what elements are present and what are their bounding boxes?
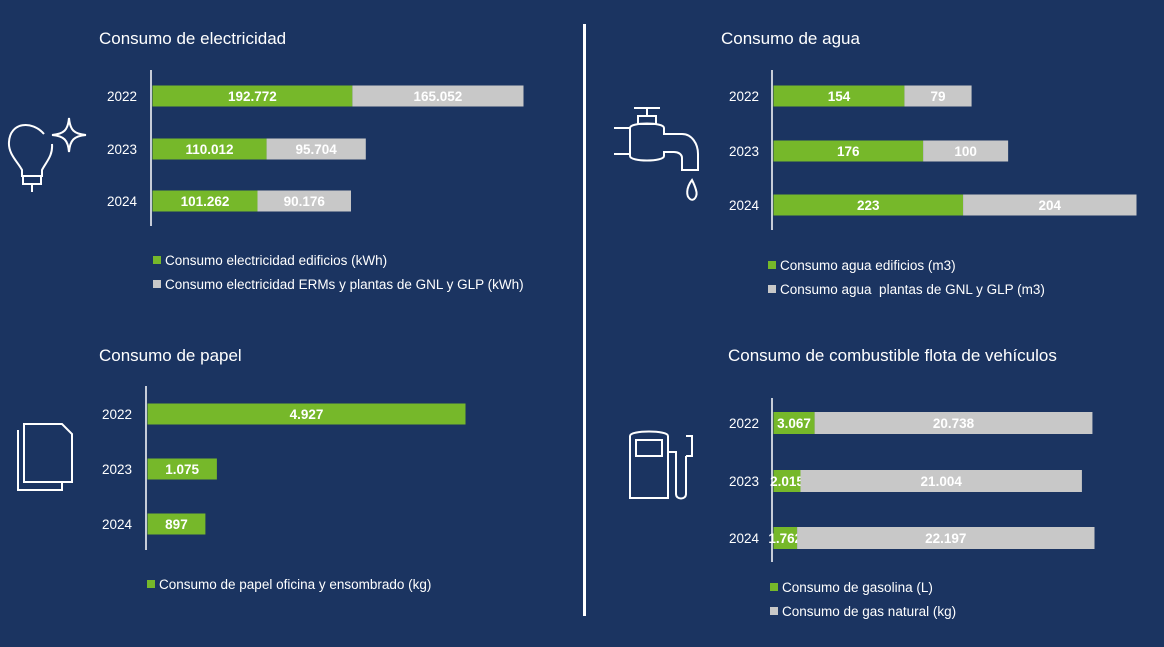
bar-segment — [814, 412, 1093, 434]
legend-label: Consumo agua edificios (m3) — [780, 257, 956, 273]
legend-swatch-gray — [768, 285, 776, 293]
data-label: 20.738 — [933, 416, 975, 431]
data-label: 204 — [1039, 198, 1062, 213]
fuel-legend: Consumo de gasolina (L) Consumo de gas n… — [770, 575, 956, 623]
bar-segment — [152, 138, 267, 160]
bar-segment — [266, 138, 366, 160]
data-label: 22.197 — [925, 531, 966, 546]
chart-title-water: Consumo de agua — [721, 29, 860, 48]
chart-title-paper: Consumo de papel — [99, 346, 242, 365]
category-label: 2024 — [729, 198, 760, 213]
category-label: 2023 — [107, 142, 137, 157]
panel-divider — [583, 24, 586, 616]
bar-segment — [152, 85, 353, 107]
data-label: 2.015 — [770, 474, 804, 489]
legend-swatch-green — [147, 580, 155, 588]
data-label: 192.772 — [228, 89, 277, 104]
bar-segment — [923, 140, 1009, 162]
data-label: 3.067 — [777, 416, 811, 431]
data-label: 100 — [954, 144, 977, 159]
paper-legend: Consumo de papel oficina y ensombrado (k… — [147, 572, 431, 596]
legend-item: Consumo de gas natural (kg) — [770, 599, 956, 623]
bar-segment — [963, 194, 1137, 216]
legend-label: Consumo de gas natural (kg) — [782, 603, 957, 619]
category-label: 2023 — [729, 144, 759, 159]
bar-segment — [773, 140, 924, 162]
bar-segment — [257, 190, 351, 212]
category-label: 2024 — [102, 517, 133, 532]
data-label: 1.075 — [165, 462, 199, 477]
bar-segment — [773, 412, 815, 434]
data-label: 79 — [930, 89, 945, 104]
legend-item: Consumo agua plantas de GNL y GLP (m3) — [768, 277, 1045, 301]
fuel-pump-icon — [629, 430, 693, 500]
category-label: 2022 — [102, 407, 132, 422]
legend-swatch-green — [770, 583, 778, 591]
legend-label: Consumo de gasolina (L) — [782, 579, 933, 595]
legend-label: Consumo electricidad edificios (kWh) — [165, 252, 388, 268]
data-label: 223 — [857, 198, 880, 213]
legend-swatch-gray — [770, 607, 778, 615]
legend-label: Consumo agua plantas de GNL y GLP (m3) — [780, 281, 1045, 297]
category-label: 2024 — [107, 194, 138, 209]
legend-item: Consumo de gasolina (L) — [770, 575, 956, 599]
data-label: 21.004 — [921, 474, 963, 489]
bar-segment — [152, 190, 258, 212]
legend-item: Consumo agua edificios (m3) — [768, 253, 1045, 277]
bar-segment — [904, 85, 972, 107]
bar-segment — [147, 403, 466, 425]
legend-swatch-green — [153, 256, 161, 264]
water-legend: Consumo agua edificios (m3) Consumo agua… — [768, 253, 1045, 301]
data-label: 4.927 — [290, 407, 324, 422]
legend-swatch-gray — [153, 280, 161, 288]
bar-segment — [800, 470, 1082, 492]
water-tap-icon — [614, 107, 699, 201]
bar-segment — [773, 85, 905, 107]
data-label: 176 — [837, 144, 860, 159]
category-label: 2022 — [107, 89, 137, 104]
category-label: 2023 — [102, 462, 132, 477]
data-label: 154 — [828, 89, 851, 104]
data-label: 101.262 — [181, 194, 230, 209]
bar-segment — [147, 458, 217, 480]
bar-segment — [773, 527, 798, 549]
data-label: 95.704 — [296, 142, 338, 157]
paper-icon — [17, 423, 73, 491]
chart-title-electricity: Consumo de electricidad — [99, 29, 287, 48]
chart-title-fuel: Consumo de combustible flota de vehículo… — [728, 346, 1057, 365]
legend-label: Consumo de papel oficina y ensombrado (k… — [159, 576, 432, 592]
category-label: 2022 — [729, 416, 759, 431]
category-label: 2023 — [729, 474, 759, 489]
category-label: 2024 — [729, 531, 760, 546]
lightbulb-icon — [7, 117, 87, 192]
legend-item: Consumo de papel oficina y ensombrado (k… — [147, 572, 431, 596]
legend-swatch-green — [768, 261, 776, 269]
legend-label: Consumo electricidad ERMs y plantas de G… — [165, 276, 524, 292]
bar-segment — [147, 513, 206, 535]
bar-segment — [797, 527, 1095, 549]
data-label: 90.176 — [284, 194, 326, 209]
bar-segment — [352, 85, 524, 107]
data-label: 110.012 — [186, 142, 234, 157]
data-label: 1.762 — [768, 531, 802, 546]
legend-item: Consumo electricidad edificios (kWh) — [153, 248, 524, 272]
legend-item: Consumo electricidad ERMs y plantas de G… — [153, 272, 524, 296]
category-label: 2022 — [729, 89, 759, 104]
electricity-legend: Consumo electricidad edificios (kWh) Con… — [153, 248, 524, 296]
data-label: 897 — [165, 517, 188, 532]
bar-segment — [773, 470, 801, 492]
data-label: 165.052 — [414, 89, 463, 104]
bar-segment — [773, 194, 964, 216]
